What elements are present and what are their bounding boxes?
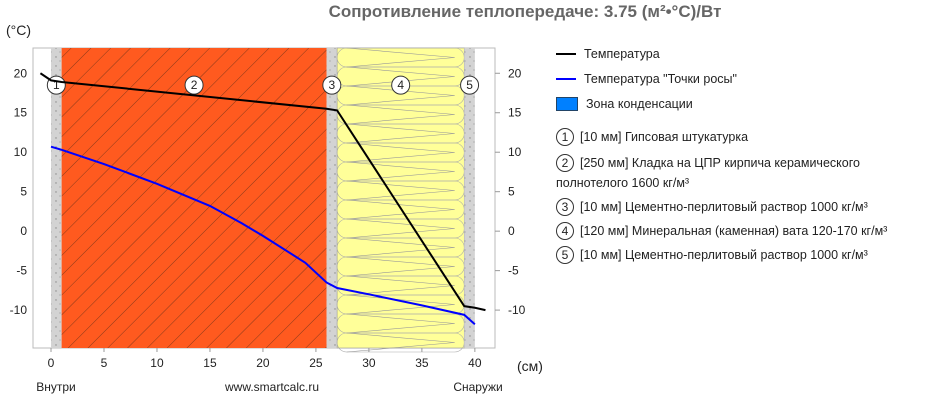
- wool-zigzag: [346, 85, 455, 106]
- wool-cell: [336, 332, 465, 353]
- layer-marker-5: [460, 75, 480, 95]
- legend-layer-4: 4 [120 мм] Минеральная (каменная) вата 12…: [556, 222, 887, 240]
- wool-zigzag: [346, 256, 455, 277]
- legend-label: Зона конденсации: [586, 97, 693, 111]
- wool-zigzag: [346, 123, 455, 144]
- wool-zigzag: [346, 161, 455, 182]
- y-tick-label-right: 20: [508, 66, 522, 80]
- y-tick-label-left: 0: [20, 224, 27, 238]
- y-axis-label: (°C): [6, 22, 31, 38]
- layer-1: [51, 48, 62, 348]
- layer-description: [10 мм] Цементно-перлитовый раствор 1000…: [580, 200, 868, 214]
- x-tick-label: 25: [309, 356, 323, 370]
- wool-zigzag: [346, 199, 455, 220]
- wool-zigzag: [346, 47, 455, 68]
- x-axis-label: (см): [517, 358, 543, 374]
- wool-zigzag: [346, 104, 455, 125]
- layer-3: [326, 48, 338, 348]
- series-line-0: [39, 72, 486, 312]
- layer-2: [61, 48, 327, 348]
- legend-swatch: [556, 53, 576, 55]
- wool-zigzag: [346, 237, 455, 258]
- y-tick-label-left: -5: [16, 264, 27, 278]
- x-tick-label: 5: [101, 356, 108, 370]
- legend-condensation: Зона конденсации: [556, 97, 693, 111]
- layer-number: 1: [556, 128, 574, 146]
- layer-marker-label: 4: [397, 78, 404, 92]
- outside-label: Снаружи: [453, 380, 502, 394]
- legend-dew-point: Температура "Точки росы": [556, 72, 737, 86]
- legend-layer-3: 3 [10 мм] Цементно-перлитовый раствор 100…: [556, 198, 868, 216]
- wool-zigzag: [346, 142, 455, 163]
- x-tick-label: 35: [415, 356, 429, 370]
- layer-description: [120 мм] Минеральная (каменная) вата 120…: [580, 224, 888, 238]
- x-tick-label: 20: [256, 356, 270, 370]
- layer-marker-label: 1: [53, 78, 60, 92]
- legend-layer-2: 2 [250 мм] Кладка на ЦПР кирпича керамиче…: [556, 153, 916, 193]
- x-tick-label: 0: [48, 356, 55, 370]
- y-tick-label-right: 10: [508, 145, 522, 159]
- website-label: www.smartcalc.ru: [224, 380, 319, 394]
- wool-zigzag: [346, 275, 455, 296]
- wool-zigzag: [346, 66, 455, 87]
- layer-description: [10 мм] Гипсовая штукатурка: [580, 130, 749, 144]
- y-tick-label-left: -10: [10, 303, 28, 317]
- layer-5: [464, 48, 475, 348]
- legend-layer-5: 5 [10 мм] Цементно-перлитовый раствор 100…: [556, 246, 868, 264]
- wool-zigzag: [346, 180, 455, 201]
- layer-marker-label: 5: [466, 78, 473, 92]
- layer-number: 3: [556, 198, 574, 216]
- x-tick-label: 30: [362, 356, 376, 370]
- layer-marker-4: [391, 75, 411, 95]
- inside-label: Внутри: [36, 380, 76, 394]
- legend-label: Температура "Точки росы": [584, 72, 737, 86]
- wool-zigzag: [346, 332, 455, 353]
- x-tick-label: 10: [150, 356, 164, 370]
- y-tick-label-left: 5: [20, 185, 27, 199]
- y-tick-label-left: 10: [14, 145, 28, 159]
- legend-swatch: [556, 97, 578, 111]
- y-tick-label-right: -5: [508, 264, 519, 278]
- x-tick-label: 40: [468, 356, 482, 370]
- layer-description: [250 мм] Кладка на ЦПР кирпича керамичес…: [556, 156, 860, 190]
- y-tick-label-right: -10: [508, 303, 526, 317]
- layer-marker-2: [184, 75, 204, 95]
- legend-temperature: Температура: [556, 47, 660, 61]
- x-tick-label: 15: [203, 356, 217, 370]
- wool-zigzag: [346, 218, 455, 239]
- layer-marker-3: [322, 75, 342, 95]
- layer-number: 5: [556, 246, 574, 264]
- layer-marker-label: 3: [328, 78, 335, 92]
- y-tick-label-right: 15: [508, 106, 522, 120]
- layer-marker-label: 2: [191, 78, 198, 92]
- legend-label: Температура: [584, 47, 660, 61]
- y-tick-label-right: 5: [508, 185, 515, 199]
- y-tick-label-right: 0: [508, 224, 515, 238]
- legend-layer-1: 1 [10 мм] Гипсовая штукатурка: [556, 128, 748, 146]
- legend-swatch: [556, 78, 576, 80]
- series-line-1: [50, 145, 476, 326]
- y-tick-label-left: 20: [14, 66, 28, 80]
- layer-number: 4: [556, 222, 574, 240]
- wool-zigzag: [346, 313, 455, 334]
- wool-pattern: [336, 47, 465, 353]
- chart-title: Сопротивление теплопередаче: 3.75 (м²•°C…: [328, 2, 722, 21]
- layer-4: [336, 47, 465, 349]
- layer-number: 2: [556, 154, 574, 172]
- layer-description: [10 мм] Цементно-перлитовый раствор 1000…: [580, 248, 868, 262]
- y-tick-label-left: 15: [14, 106, 28, 120]
